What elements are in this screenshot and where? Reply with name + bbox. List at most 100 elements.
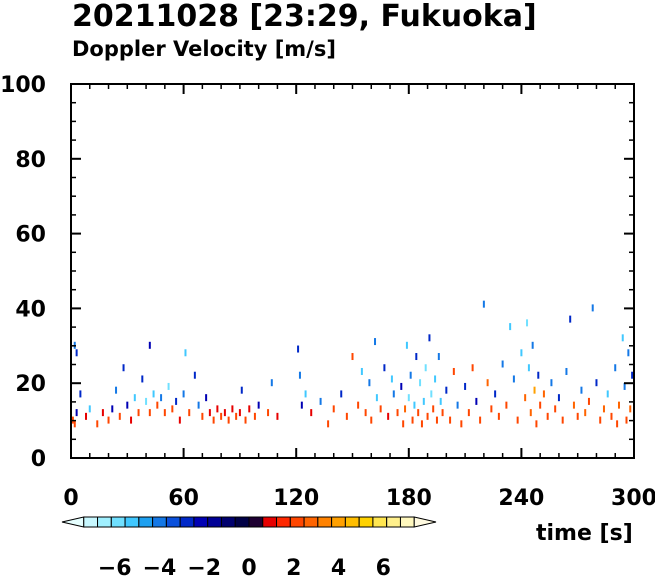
data-point bbox=[276, 412, 279, 420]
y-tick-label: 40 bbox=[15, 297, 46, 322]
data-point bbox=[621, 334, 624, 342]
colorbar-tick-label: −4 bbox=[143, 556, 177, 577]
data-point bbox=[432, 405, 435, 413]
data-point bbox=[148, 409, 151, 417]
data-point bbox=[625, 416, 628, 424]
y-tick-label: 0 bbox=[31, 447, 46, 472]
data-point bbox=[531, 341, 534, 349]
data-point bbox=[415, 353, 418, 361]
data-point bbox=[351, 353, 354, 361]
data-point bbox=[606, 390, 609, 398]
data-point bbox=[501, 360, 504, 368]
data-point bbox=[148, 341, 151, 349]
data-point bbox=[471, 364, 474, 372]
data-point bbox=[357, 401, 360, 409]
chart-subtitle: Doppler Velocity [m/s] bbox=[72, 37, 336, 61]
data-point bbox=[550, 379, 553, 387]
data-point bbox=[569, 315, 572, 323]
y-tick-label: 100 bbox=[0, 73, 46, 98]
data-point bbox=[152, 390, 155, 398]
data-point bbox=[614, 364, 617, 372]
data-point bbox=[184, 349, 187, 357]
data-point bbox=[175, 397, 178, 405]
data-point bbox=[298, 371, 301, 379]
data-point bbox=[208, 409, 211, 417]
data-point bbox=[407, 394, 410, 402]
data-point bbox=[383, 364, 386, 372]
data-point bbox=[527, 364, 530, 372]
data-point bbox=[475, 397, 478, 405]
data-point bbox=[424, 364, 427, 372]
colorbar-cell bbox=[331, 516, 346, 528]
y-tick-label: 60 bbox=[15, 223, 46, 248]
colorbar-cell bbox=[276, 516, 291, 528]
data-point bbox=[587, 397, 590, 405]
data-point bbox=[452, 367, 455, 375]
colorbar-cell bbox=[110, 516, 126, 528]
data-point bbox=[379, 405, 382, 413]
data-point bbox=[557, 394, 560, 402]
data-point bbox=[205, 394, 208, 402]
data-point bbox=[400, 382, 403, 390]
colorbar-cell bbox=[124, 516, 140, 528]
y-tick-label: 20 bbox=[15, 372, 46, 397]
data-point bbox=[535, 420, 538, 428]
colorbar-tick-label: 2 bbox=[286, 556, 301, 577]
colorbar-cell bbox=[372, 516, 388, 528]
data-point bbox=[537, 371, 540, 379]
data-point bbox=[486, 379, 489, 387]
colorbar-cell bbox=[386, 516, 401, 528]
data-point bbox=[133, 394, 136, 402]
data-point bbox=[599, 416, 602, 424]
data-point bbox=[304, 390, 307, 398]
data-point bbox=[434, 375, 437, 383]
data-point bbox=[576, 412, 579, 420]
data-point bbox=[220, 412, 223, 420]
data-point bbox=[631, 371, 634, 379]
data-point bbox=[591, 304, 594, 312]
data-point bbox=[130, 416, 133, 424]
x-tick-label: 0 bbox=[63, 486, 78, 511]
data-point bbox=[445, 386, 448, 394]
data-point bbox=[439, 397, 442, 405]
data-point bbox=[629, 405, 632, 413]
x-tick-label: 240 bbox=[498, 486, 544, 511]
data-point bbox=[360, 367, 363, 375]
data-point bbox=[201, 412, 204, 420]
data-point bbox=[404, 405, 407, 413]
data-point bbox=[616, 420, 619, 428]
colorbar-tick-label: 4 bbox=[331, 556, 346, 577]
data-point bbox=[422, 397, 425, 405]
data-point bbox=[160, 394, 163, 402]
data-point bbox=[327, 420, 330, 428]
data-point bbox=[467, 409, 470, 417]
data-point bbox=[163, 409, 166, 417]
data-point bbox=[561, 416, 564, 424]
plot-marks bbox=[71, 300, 634, 428]
data-point bbox=[212, 416, 215, 424]
data-point bbox=[122, 364, 125, 372]
data-point bbox=[520, 349, 523, 357]
data-point bbox=[340, 390, 343, 398]
colorbar-cell bbox=[61, 516, 85, 528]
data-point bbox=[428, 334, 431, 342]
colorbar-tick-label: −2 bbox=[187, 556, 221, 577]
data-point bbox=[419, 379, 422, 387]
colorbar-cell bbox=[399, 516, 415, 528]
data-point bbox=[167, 382, 170, 390]
data-point bbox=[437, 353, 440, 361]
data-point bbox=[231, 405, 234, 413]
data-point bbox=[426, 412, 429, 420]
data-point bbox=[449, 416, 452, 424]
data-point bbox=[118, 412, 121, 420]
colorbar-cell bbox=[220, 516, 236, 528]
data-point bbox=[137, 409, 140, 417]
data-point bbox=[88, 405, 91, 413]
data-point bbox=[370, 416, 373, 424]
axis-ticks: 0 60 120 180 240 300 0 20 40 60 80 100 bbox=[0, 73, 655, 511]
data-point bbox=[75, 349, 78, 357]
data-point bbox=[479, 416, 482, 424]
data-point bbox=[396, 409, 399, 417]
data-point bbox=[402, 420, 405, 428]
data-point bbox=[602, 405, 605, 413]
